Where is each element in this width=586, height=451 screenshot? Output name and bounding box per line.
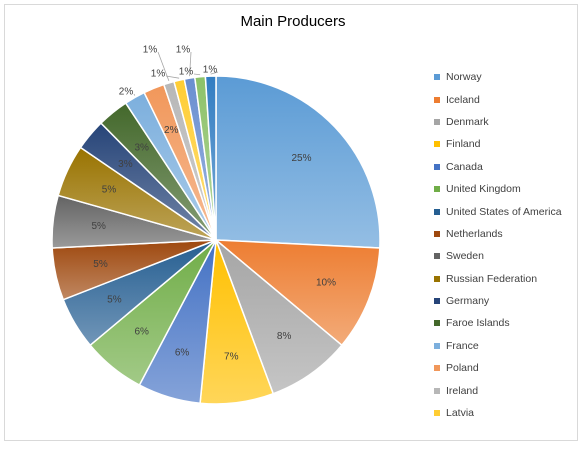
leader-line [133,93,136,96]
legend-label: Ireland [446,384,479,397]
leader-line [193,73,201,76]
pie-slice-unnamed-18 [204,75,217,241]
legend-swatch [434,230,440,237]
legend-label: Latvia [446,407,475,420]
data-label: 8% [277,331,292,342]
legend-item-sweden: Sweden [434,245,562,267]
legend-label: Iceland [446,93,480,106]
legend-item-iceland: Iceland [434,88,562,110]
leader-line [210,71,219,75]
chart-title: Main Producers [240,13,346,30]
legend-swatch [434,118,440,125]
legend-swatch [434,298,440,305]
pie-slice-norway [215,75,381,249]
data-label: 5% [91,221,106,232]
data-label: 2% [164,125,179,136]
legend-item-poland: Poland [434,357,562,379]
data-label: 3% [118,159,133,170]
data-label: 1% [203,65,218,76]
legend-item-germany: Germany [434,290,562,312]
legend-swatch [434,387,440,394]
legend-item-latvia: Latvia [434,402,562,424]
legend-swatch [434,275,440,282]
legend-label: United Kingdom [446,183,521,196]
legend-swatch [434,208,440,215]
data-label: 3% [135,143,150,154]
chart-legend: Norway Iceland Denmark Finland Canada United … [434,66,562,424]
data-label: 1% [179,67,194,78]
data-label: 5% [107,295,122,306]
legend-swatch [434,320,440,327]
legend-label: Denmark [446,115,489,128]
data-label: 6% [175,348,190,359]
leader-line [189,51,192,77]
legend-item-faroe-islands: Faroe Islands [434,312,562,334]
legend-item-netherlands: Netherlands [434,223,562,245]
legend-label: Norway [446,71,482,84]
legend-label: Netherlands [446,227,503,240]
legend-label: Germany [446,295,490,308]
legend-label: Sweden [446,250,484,263]
legend-swatch [434,342,440,349]
data-label: 1% [176,45,191,56]
legend-label: Poland [446,362,479,375]
legend-label: Finland [446,138,481,151]
legend-swatch [434,365,440,372]
legend-item-united-states-of-america: United States of America [434,200,562,222]
legend-swatch [434,163,440,170]
legend-swatch [434,74,440,81]
legend-label: Faroe Islands [446,317,510,330]
leader-line [165,75,180,79]
legend-swatch [434,253,440,260]
legend-label: United States of America [446,205,562,218]
legend-item-finland: Finland [434,133,562,155]
legend-item-ireland: Ireland [434,379,562,401]
legend-item-united-kingdom: United Kingdom [434,178,562,200]
legend-swatch [434,96,440,103]
data-label: 1% [151,69,166,80]
legend-swatch [434,141,440,148]
legend-item-canada: Canada [434,156,562,178]
legend-swatch [434,410,440,417]
data-label: 2% [119,87,134,98]
legend-item-denmark: Denmark [434,111,562,133]
data-label: 10% [316,277,336,288]
data-label: 5% [102,185,117,196]
legend-label: Canada [446,160,483,173]
data-label: 1% [143,45,158,56]
legend-label: Russian Federation [446,272,538,285]
pie-slice-iceland [213,239,381,347]
legend-swatch [434,186,440,193]
legend-item-russian-federation: Russian Federation [434,268,562,290]
data-label: 6% [135,326,150,337]
data-label: 5% [93,259,108,270]
legend-item-france: France [434,335,562,357]
legend-item-norway: Norway [434,66,562,88]
data-label: 7% [224,352,239,363]
legend-label: France [446,339,479,352]
data-label: 25% [291,153,311,164]
